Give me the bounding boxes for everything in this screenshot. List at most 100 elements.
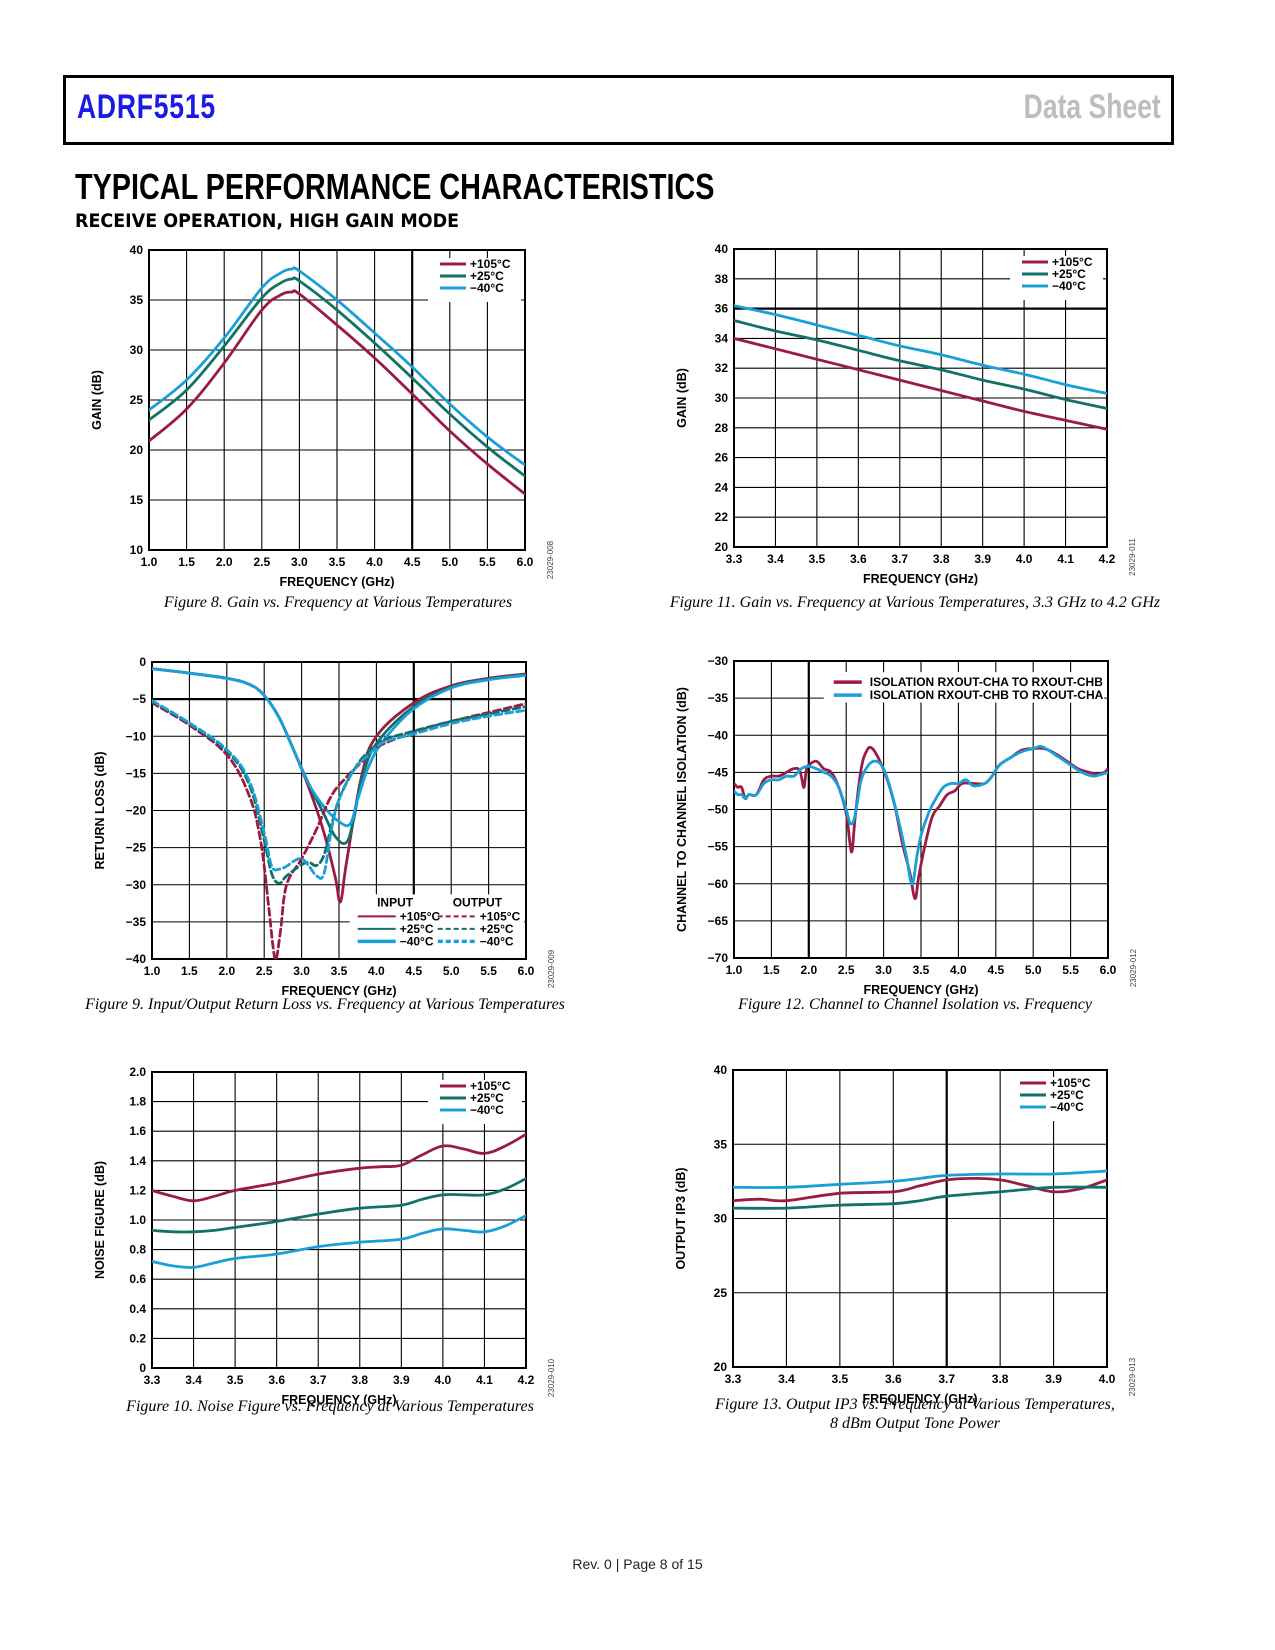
plot-frame <box>732 1069 1108 1368</box>
chart-fig9: 1.0 1.5 2.0 2.5 3.0 3.5 4.0 4.5 5.0 5.5 6.0 −40 −35 −… <box>93 655 556 998</box>
legend-background <box>823 672 1105 703</box>
x-axis-label: FREQUENCY (GHz) <box>281 984 396 998</box>
series-line <box>734 319 1107 410</box>
y-tick-label: 0 <box>139 1361 146 1375</box>
y-tick-label: 1.0 <box>129 1213 146 1227</box>
y-tick-label: 24 <box>715 480 729 494</box>
x-tick-label: 4.2 <box>518 1373 535 1387</box>
series-line <box>152 700 526 885</box>
y-tick-label: −10 <box>126 729 147 743</box>
y-axis-label: GAIN (dB) <box>675 368 689 428</box>
x-tick-label: 5.0 <box>441 555 458 569</box>
x-tick-label: 1.5 <box>181 964 198 978</box>
figure-8-caption: Figure 8. Gain vs. Frequency at Various … <box>163 594 513 611</box>
plot-frame <box>151 1071 527 1369</box>
x-tick-label: 5.5 <box>480 964 497 978</box>
y-tick-label: 0.8 <box>129 1243 146 1257</box>
y-tick-label: −30 <box>708 654 729 668</box>
x-tick-label: 1.0 <box>141 555 158 569</box>
plot-frame <box>151 661 527 960</box>
legend-label: ISOLATION RXOUT-CHB TO RXOUT-CHA <box>870 688 1104 702</box>
series-line <box>734 337 1107 431</box>
y-tick-label: −55 <box>708 840 729 854</box>
legend-header-output: OUTPUT <box>453 895 503 909</box>
y-tick-label: 0.4 <box>129 1302 146 1316</box>
legend-label: +25°C <box>1052 267 1086 281</box>
y-tick-label: −35 <box>126 915 147 929</box>
y-tick-label: 40 <box>715 242 729 256</box>
x-tick-label: 5.0 <box>443 964 460 978</box>
x-tick-label: 3.4 <box>767 552 784 566</box>
y-tick-label: 20 <box>130 443 144 457</box>
figure-code: 23029-008 <box>546 540 555 579</box>
y-axis-label: OUTPUT IP3 (dB) <box>674 1167 688 1269</box>
x-tick-label: 3.0 <box>291 555 308 569</box>
y-tick-label: 0 <box>139 655 146 669</box>
y-tick-label: 35 <box>130 293 144 307</box>
x-tick-label: 4.0 <box>1016 552 1033 566</box>
figure-code: 23029-012 <box>1129 948 1138 987</box>
legend-label: −40°C <box>1052 279 1086 293</box>
series-line <box>733 1185 1107 1210</box>
series-line <box>149 266 525 467</box>
x-tick-label: 3.4 <box>778 1372 795 1386</box>
y-tick-label: 20 <box>714 1360 728 1374</box>
series-line <box>152 1214 526 1269</box>
y-tick-label: 38 <box>715 272 729 286</box>
legend-label: −40°C <box>480 934 514 948</box>
x-tick-label: 3.7 <box>891 552 908 566</box>
y-tick-label: −35 <box>708 691 729 705</box>
figure-13-caption-line2: 8 dBm Output Tone Power <box>829 1415 1001 1432</box>
x-tick-label: 2.5 <box>256 964 273 978</box>
legend-label: +105°C <box>1052 255 1093 269</box>
y-tick-label: −30 <box>126 878 147 892</box>
legend-label: +25°C <box>470 1091 504 1105</box>
series-line <box>149 289 525 496</box>
y-tick-label: −25 <box>126 841 147 855</box>
x-tick-label: 5.5 <box>479 555 496 569</box>
y-tick-label: −45 <box>708 765 729 779</box>
figure-code: 23029-013 <box>1128 1357 1137 1396</box>
legend-label: +25°C <box>480 922 514 936</box>
x-tick-label: 2.0 <box>800 963 817 977</box>
x-tick-label: 1.5 <box>763 963 780 977</box>
x-tick-label: 4.1 <box>1057 552 1074 566</box>
legend-label: +105°C <box>480 909 521 923</box>
series-line <box>734 304 1107 395</box>
x-tick-label: 4.1 <box>476 1373 493 1387</box>
x-tick-label: 3.5 <box>809 552 826 566</box>
x-tick-label: 3.5 <box>832 1372 849 1386</box>
page-footer: Rev. 0 | Page 8 of 15 <box>572 1556 703 1572</box>
legend-label: +105°C <box>1050 1076 1091 1090</box>
series-line <box>152 1177 526 1234</box>
legend-label: −40°C <box>470 281 504 295</box>
chart-fig8: 1.0 1.5 2.0 2.5 3.0 3.5 4.0 4.5 5.0 5.5 6.0 10 15 20 2… <box>90 243 555 589</box>
y-axis-label: RETURN LOSS (dB) <box>93 751 107 869</box>
y-tick-label: −40 <box>126 952 147 966</box>
x-tick-label: 3.5 <box>329 555 346 569</box>
figure-code: 23029-010 <box>547 1358 556 1397</box>
x-tick-label: 2.5 <box>838 963 855 977</box>
chart-fig10: 3.3 3.4 3.5 3.6 3.7 3.8 3.9 4.0 4.1 4.2 0 0.2 0.4 0.6… <box>93 1065 556 1407</box>
legend-label: +105°C <box>470 257 511 271</box>
legend-label: +25°C <box>470 269 504 283</box>
x-tick-label: 6.0 <box>518 964 535 978</box>
x-tick-label: 3.4 <box>185 1373 202 1387</box>
part-number[interactable]: ADRF5515 <box>77 88 216 126</box>
x-axis-label: FREQUENCY (GHz) <box>279 575 394 589</box>
y-axis-label: NOISE FIGURE (dB) <box>93 1161 107 1279</box>
x-tick-label: 3.0 <box>875 963 892 977</box>
legend-label: −40°C <box>400 934 434 948</box>
legend-label: −40°C <box>1050 1100 1084 1114</box>
y-tick-label: −70 <box>708 951 729 965</box>
legend-label: +25°C <box>400 922 434 936</box>
x-tick-label: 3.7 <box>310 1373 327 1387</box>
series-line <box>152 1132 526 1203</box>
x-tick-label: 2.5 <box>253 555 270 569</box>
figure-10-caption: Figure 10. Noise Figure vs. Frequency at… <box>126 1398 534 1415</box>
y-tick-label: 32 <box>715 361 729 375</box>
section-title: TYPICAL PERFORMANCE CHARACTERISTICS <box>75 166 715 207</box>
x-tick-label: 2.0 <box>216 555 233 569</box>
x-tick-label: 3.0 <box>293 964 310 978</box>
